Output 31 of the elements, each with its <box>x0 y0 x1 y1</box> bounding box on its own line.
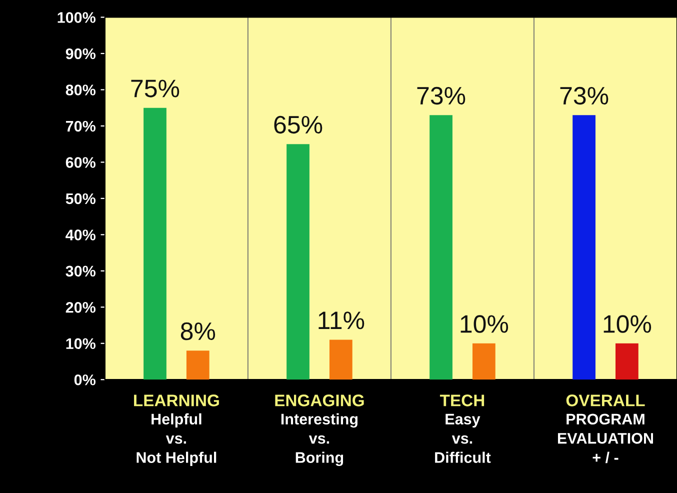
text: 8% <box>180 322 216 340</box>
text: 73% <box>417 86 466 105</box>
y-tick-label: 20% <box>66 302 96 313</box>
text: 75% <box>131 80 180 98</box>
x-tick-label: ENGAGING Interesting vs. Boring <box>275 394 364 466</box>
y-tick-label: 40% <box>66 230 96 240</box>
y-tick-label: 100% <box>58 12 96 23</box>
text: 10% <box>604 315 652 333</box>
y-tick-label: 90% <box>66 48 96 60</box>
text: 65% <box>274 116 322 134</box>
bar <box>329 340 352 380</box>
y-tick-label: 0% <box>74 374 96 386</box>
bar <box>616 343 638 380</box>
bar <box>186 350 210 380</box>
x-tick-label: TECH Easy vs. Difficult <box>435 394 491 463</box>
bar <box>430 115 452 380</box>
text: 11% <box>318 312 364 330</box>
bar <box>144 108 166 380</box>
y-tick-label: 70% <box>66 120 96 132</box>
bar <box>472 343 496 380</box>
y-tick-label: 50% <box>66 193 96 204</box>
y-tick-label: 10% <box>66 338 96 350</box>
bar <box>286 144 310 380</box>
y-tick-label: 60% <box>66 157 96 168</box>
bar <box>572 115 596 380</box>
text: 10% <box>460 315 508 333</box>
y-tick-label: 30% <box>66 266 96 277</box>
x-tick-label: LEARNING Helpful vs. Not Helpful <box>134 394 219 466</box>
x-tick-label: OVERALL PROGRAM EVALUATION + / - <box>558 394 653 464</box>
text: 73% <box>560 86 608 105</box>
y-tick-label: 80% <box>66 84 96 96</box>
